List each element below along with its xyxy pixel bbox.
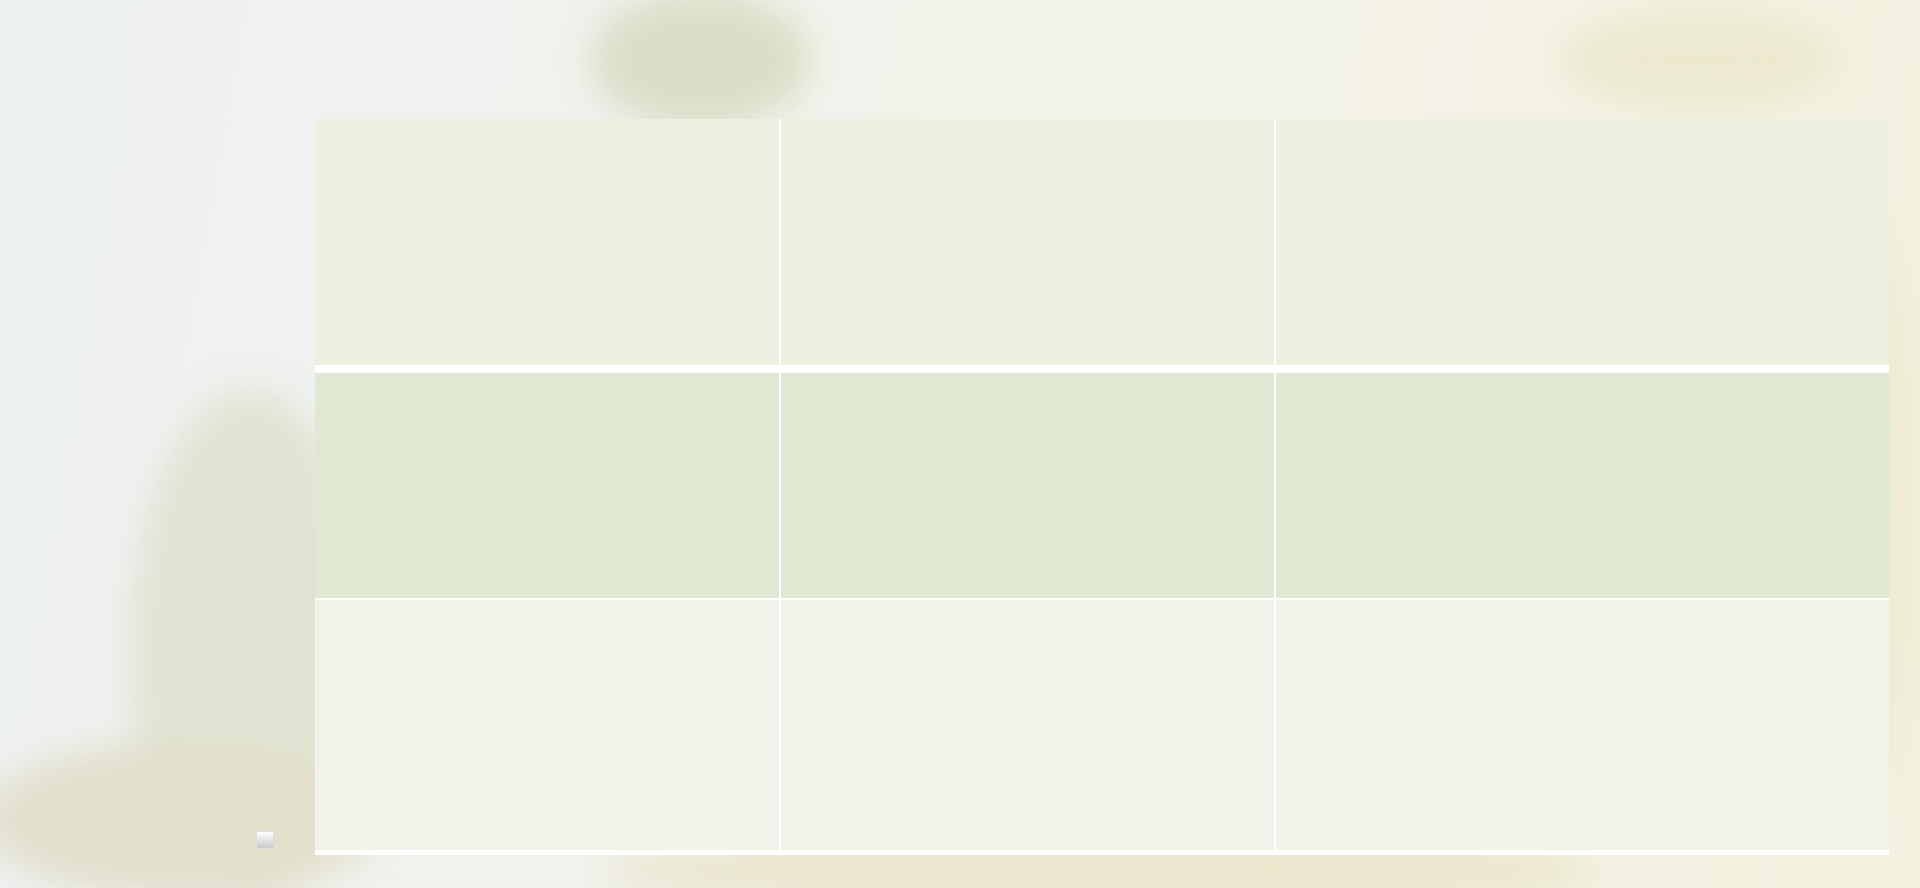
table-cell: [1276, 600, 1889, 850]
table-cell: [1276, 373, 1889, 598]
table-cell: [781, 373, 1274, 598]
slide-marker[interactable]: [256, 831, 274, 849]
table-cell: [315, 119, 779, 365]
table-cell: [1276, 119, 1889, 365]
page: (() => { const data = JSON.parse(documen…: [0, 0, 1920, 888]
table-cell: [315, 600, 779, 850]
table-cell: [781, 600, 1274, 850]
table-cell: [315, 373, 779, 598]
table-cell: [781, 119, 1274, 365]
table: [315, 119, 1889, 855]
